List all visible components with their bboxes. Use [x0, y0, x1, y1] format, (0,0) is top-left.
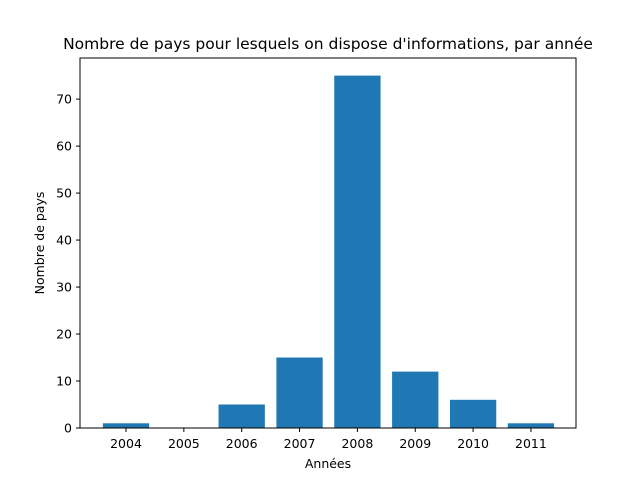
plot-frame [79, 57, 577, 429]
y-tick-label: 50 [56, 186, 72, 201]
x-axis-label: Années [305, 456, 351, 471]
x-tick-label: 2004 [110, 436, 142, 451]
y-tick-label: 40 [56, 233, 72, 248]
bar-2008 [334, 75, 381, 428]
bar-2009 [392, 371, 439, 428]
bar-2006 [218, 404, 265, 428]
bar-2004 [102, 423, 150, 428]
x-axis-ticks: 2004 2005 2006 2007 2008 2009 2010 2011 [110, 428, 547, 451]
y-tick-label: 20 [56, 327, 72, 342]
y-tick-label: 10 [56, 374, 72, 389]
y-tick-label: 0 [64, 421, 72, 436]
x-tick-label: 2009 [399, 436, 431, 451]
bars-group [102, 75, 555, 428]
x-tick-label: 2007 [284, 436, 316, 451]
y-tick-label: 70 [56, 92, 72, 107]
x-tick-label: 2005 [168, 436, 200, 451]
x-tick-label: 2008 [341, 436, 373, 451]
y-axis-ticks: 0 10 20 30 40 50 60 70 [56, 92, 80, 436]
x-tick-label: 2011 [515, 436, 547, 451]
x-tick-label: 2006 [226, 436, 258, 451]
y-tick-label: 30 [56, 280, 72, 295]
y-tick-label: 60 [56, 139, 72, 154]
x-tick-label: 2010 [457, 436, 489, 451]
bar-2011 [507, 423, 555, 428]
bar-2007 [276, 357, 323, 428]
y-axis-label: Nombre de pays [32, 192, 47, 295]
chart-title: Nombre de pays pour lesquels on dispose … [63, 35, 593, 53]
bar-2010 [449, 399, 497, 428]
